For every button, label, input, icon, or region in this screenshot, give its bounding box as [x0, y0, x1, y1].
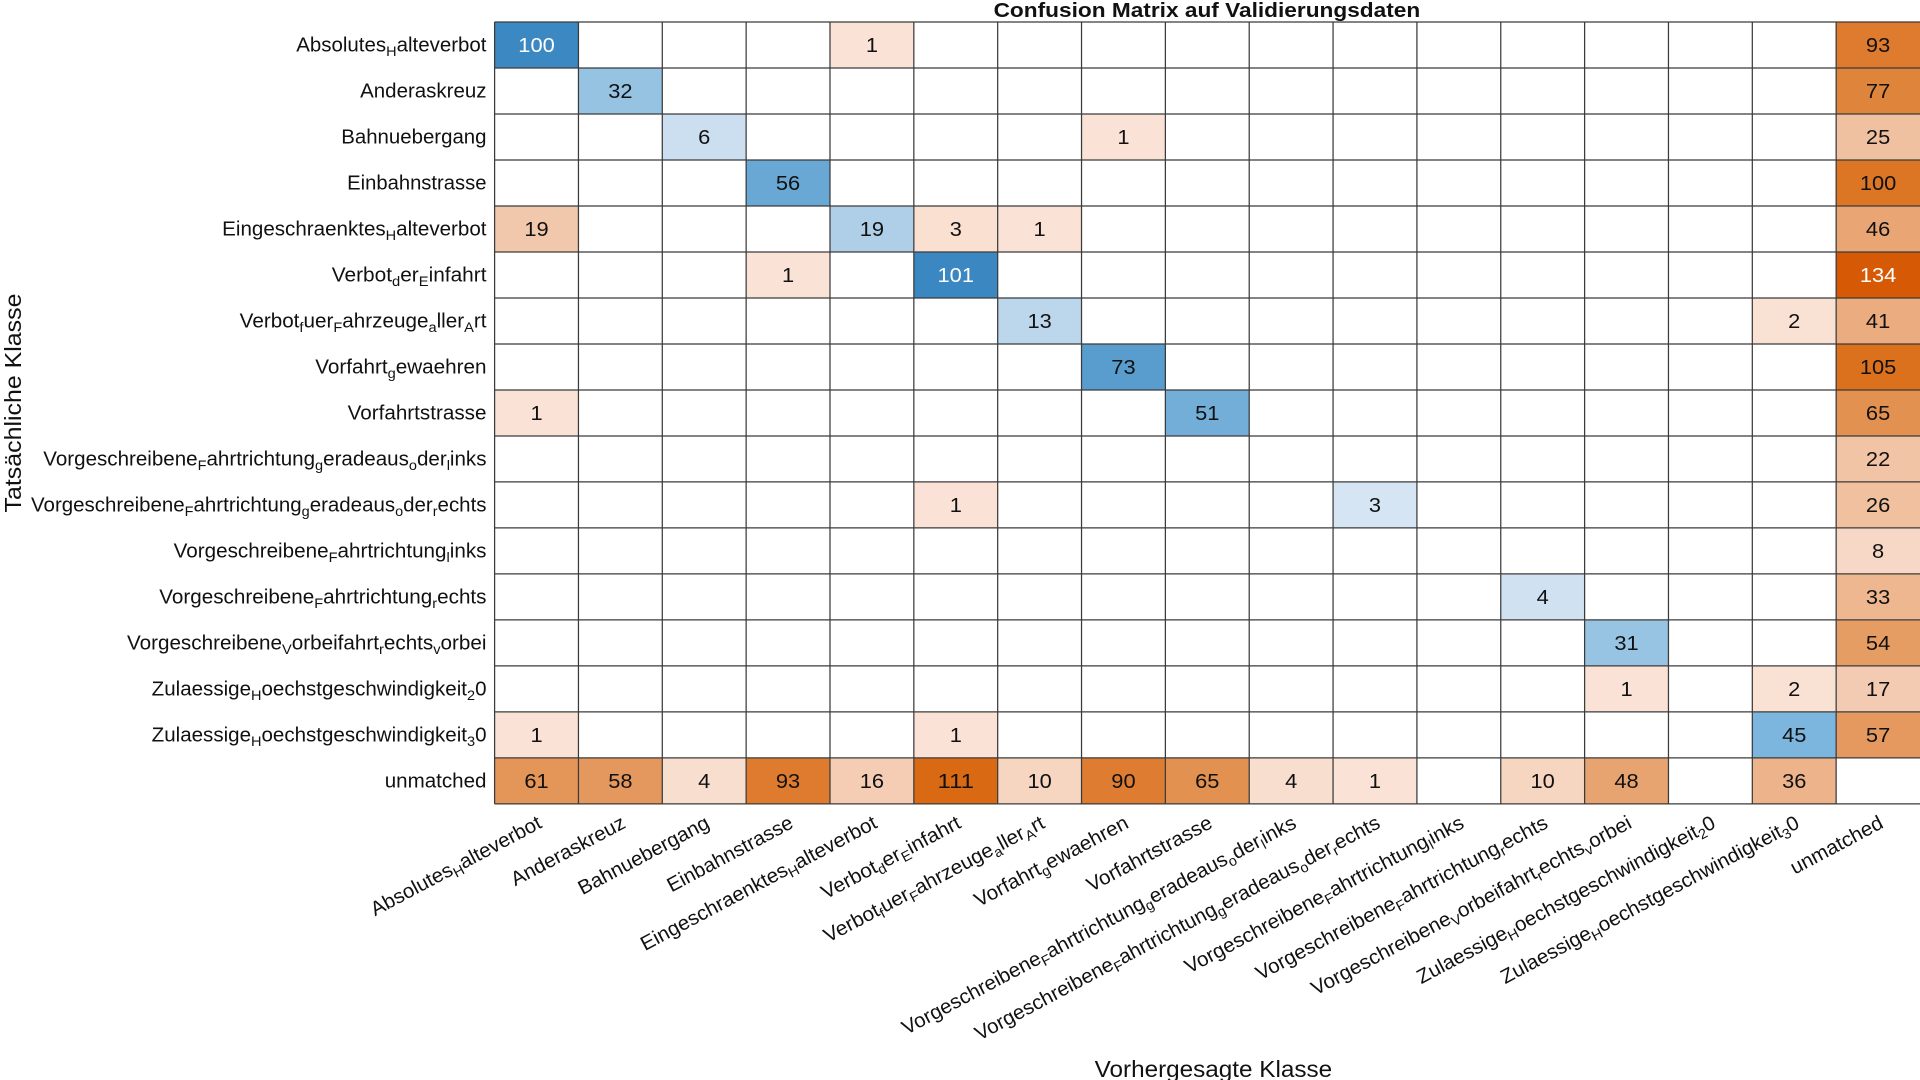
svg-text:Bahnuebergang: Bahnuebergang	[341, 127, 486, 149]
svg-text:VorgeschreibeneFahrtrichtungge: VorgeschreibeneFahrtrichtunggeradeausode…	[43, 449, 486, 474]
svg-text:57: 57	[1866, 725, 1890, 747]
svg-text:3: 3	[1369, 495, 1381, 517]
svg-text:17: 17	[1866, 679, 1890, 701]
svg-text:90: 90	[1111, 771, 1135, 793]
svg-text:10: 10	[1531, 771, 1555, 793]
svg-text:ZulaessigeHoechstgeschwindigke: ZulaessigeHoechstgeschwindigkeit20	[152, 679, 487, 704]
svg-text:16: 16	[860, 771, 884, 793]
svg-text:VorgeschreibeneVorbeifahrtrech: VorgeschreibeneVorbeifahrtrechtsvorbei	[127, 633, 487, 658]
svg-text:1: 1	[530, 403, 542, 425]
svg-text:1: 1	[950, 725, 962, 747]
svg-text:48: 48	[1614, 771, 1638, 793]
svg-text:VerbotderEinfahrt: VerbotderEinfahrt	[332, 264, 487, 290]
svg-text:73: 73	[1111, 357, 1135, 379]
svg-text:58: 58	[608, 771, 632, 793]
svg-text:VorgeschreibeneFahrtrichtungge: VorgeschreibeneFahrtrichtunggeradeausode…	[31, 495, 486, 520]
svg-text:Anderaskreuz: Anderaskreuz	[360, 81, 486, 103]
svg-text:1: 1	[1369, 771, 1381, 793]
svg-text:36: 36	[1782, 771, 1806, 793]
svg-text:1: 1	[950, 495, 962, 517]
svg-text:65: 65	[1195, 771, 1219, 793]
svg-text:Tatsächliche Klasse: Tatsächliche Klasse	[1, 294, 27, 513]
svg-text:1: 1	[1117, 127, 1129, 149]
svg-text:VorgeschreibeneFahrtrichtungre: VorgeschreibeneFahrtrichtungrechts	[159, 587, 486, 612]
svg-text:65: 65	[1866, 403, 1890, 425]
svg-text:1: 1	[1034, 219, 1046, 241]
svg-text:93: 93	[1866, 35, 1890, 57]
svg-text:3: 3	[950, 219, 962, 241]
svg-text:31: 31	[1614, 633, 1638, 655]
svg-text:41: 41	[1866, 311, 1890, 333]
svg-text:Vorfahrtstrasse: Vorfahrtstrasse	[348, 403, 487, 425]
svg-text:61: 61	[524, 771, 548, 793]
svg-text:4: 4	[698, 771, 710, 793]
svg-text:1: 1	[530, 725, 542, 747]
svg-text:Vorhergesagte Klasse: Vorhergesagte Klasse	[1095, 1057, 1332, 1080]
svg-text:8: 8	[1872, 541, 1884, 563]
svg-text:56: 56	[776, 173, 800, 195]
svg-text:51: 51	[1195, 403, 1219, 425]
svg-text:Vorfahrtgewaehren: Vorfahrtgewaehren	[315, 357, 486, 382]
svg-text:1: 1	[1620, 679, 1632, 701]
svg-text:4: 4	[1537, 587, 1549, 609]
svg-text:10: 10	[1027, 771, 1051, 793]
svg-text:32: 32	[608, 81, 632, 103]
svg-text:EingeschraenktesHalteverbot: EingeschraenktesHalteverbot	[222, 219, 487, 244]
svg-text:Confusion Matrix auf Validieru: Confusion Matrix auf Validierungsdaten	[994, 0, 1421, 22]
svg-text:25: 25	[1866, 127, 1890, 149]
svg-text:45: 45	[1782, 725, 1806, 747]
svg-text:Einbahnstrasse: Einbahnstrasse	[347, 173, 486, 195]
svg-text:101: 101	[938, 265, 974, 287]
svg-text:134: 134	[1860, 265, 1897, 287]
svg-text:105: 105	[1860, 357, 1896, 379]
svg-text:22: 22	[1866, 449, 1890, 471]
svg-text:1: 1	[866, 35, 878, 57]
svg-text:26: 26	[1866, 495, 1890, 517]
svg-text:100: 100	[518, 35, 554, 57]
svg-text:1: 1	[782, 265, 794, 287]
svg-text:77: 77	[1866, 81, 1890, 103]
svg-text:93: 93	[776, 771, 800, 793]
svg-text:13: 13	[1027, 311, 1051, 333]
svg-text:111: 111	[938, 770, 974, 793]
svg-text:unmatched: unmatched	[385, 771, 487, 793]
svg-text:2: 2	[1788, 679, 1800, 701]
svg-text:54: 54	[1866, 633, 1891, 655]
svg-text:ZulaessigeHoechstgeschwindigke: ZulaessigeHoechstgeschwindigkeit30	[152, 725, 487, 750]
svg-text:VerbotfuerFahrzeugeallerArt: VerbotfuerFahrzeugeallerArt	[240, 311, 487, 336]
svg-text:46: 46	[1866, 219, 1890, 241]
svg-text:19: 19	[524, 219, 548, 241]
svg-text:100: 100	[1860, 173, 1896, 195]
svg-text:6: 6	[698, 127, 710, 149]
svg-text:4: 4	[1285, 771, 1297, 793]
svg-text:33: 33	[1866, 587, 1890, 609]
svg-text:19: 19	[860, 219, 884, 241]
svg-text:2: 2	[1788, 311, 1800, 333]
